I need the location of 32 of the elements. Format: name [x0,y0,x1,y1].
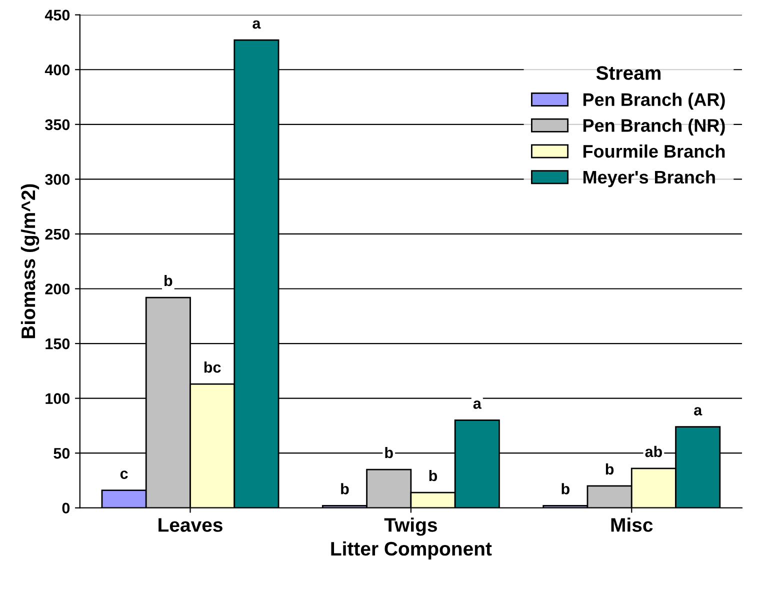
legend-title: Stream [596,66,660,80]
y-axis-title: Biomass (g/m^2) [20,184,40,338]
annotation: a [473,400,482,409]
annotation: c [120,470,128,479]
y-tick-label: 400 [44,64,70,76]
legend-label: Pen Branch (AR) [583,92,725,110]
x-axis-title: Litter Component [331,541,492,560]
y-tick-label: 450 [44,10,70,21]
y-tick-label: 100 [46,393,70,404]
annotation: b [606,463,614,475]
y-tick-label: 250 [45,228,70,240]
annotation: bc [204,361,221,373]
legend-label: Meyer's Branch [583,170,715,188]
y-tick-label: 200 [45,284,70,294]
y-tick-label: 50 [54,448,70,459]
annotation: b [562,483,570,494]
annotation: a [694,407,702,416]
annotation: ab [645,446,662,458]
annotation: a [252,20,261,29]
annotation: b [385,446,393,458]
y-tick-label: 150 [46,338,70,350]
annotation: b [164,274,172,286]
annotation: b [429,470,438,482]
y-tick-label: 0 [62,502,70,514]
y-tick-label: 300 [45,174,70,185]
x-tick-label: Leaves [158,518,222,532]
legend-label: Pen Branch (NR) [583,118,725,136]
annotation: b [341,483,349,494]
x-tick-label: Twigs [384,518,437,536]
legend-label: Fourmile Branch [583,144,725,158]
x-tick-label: Misc [611,518,653,532]
y-tick-label: 350 [45,119,70,130]
